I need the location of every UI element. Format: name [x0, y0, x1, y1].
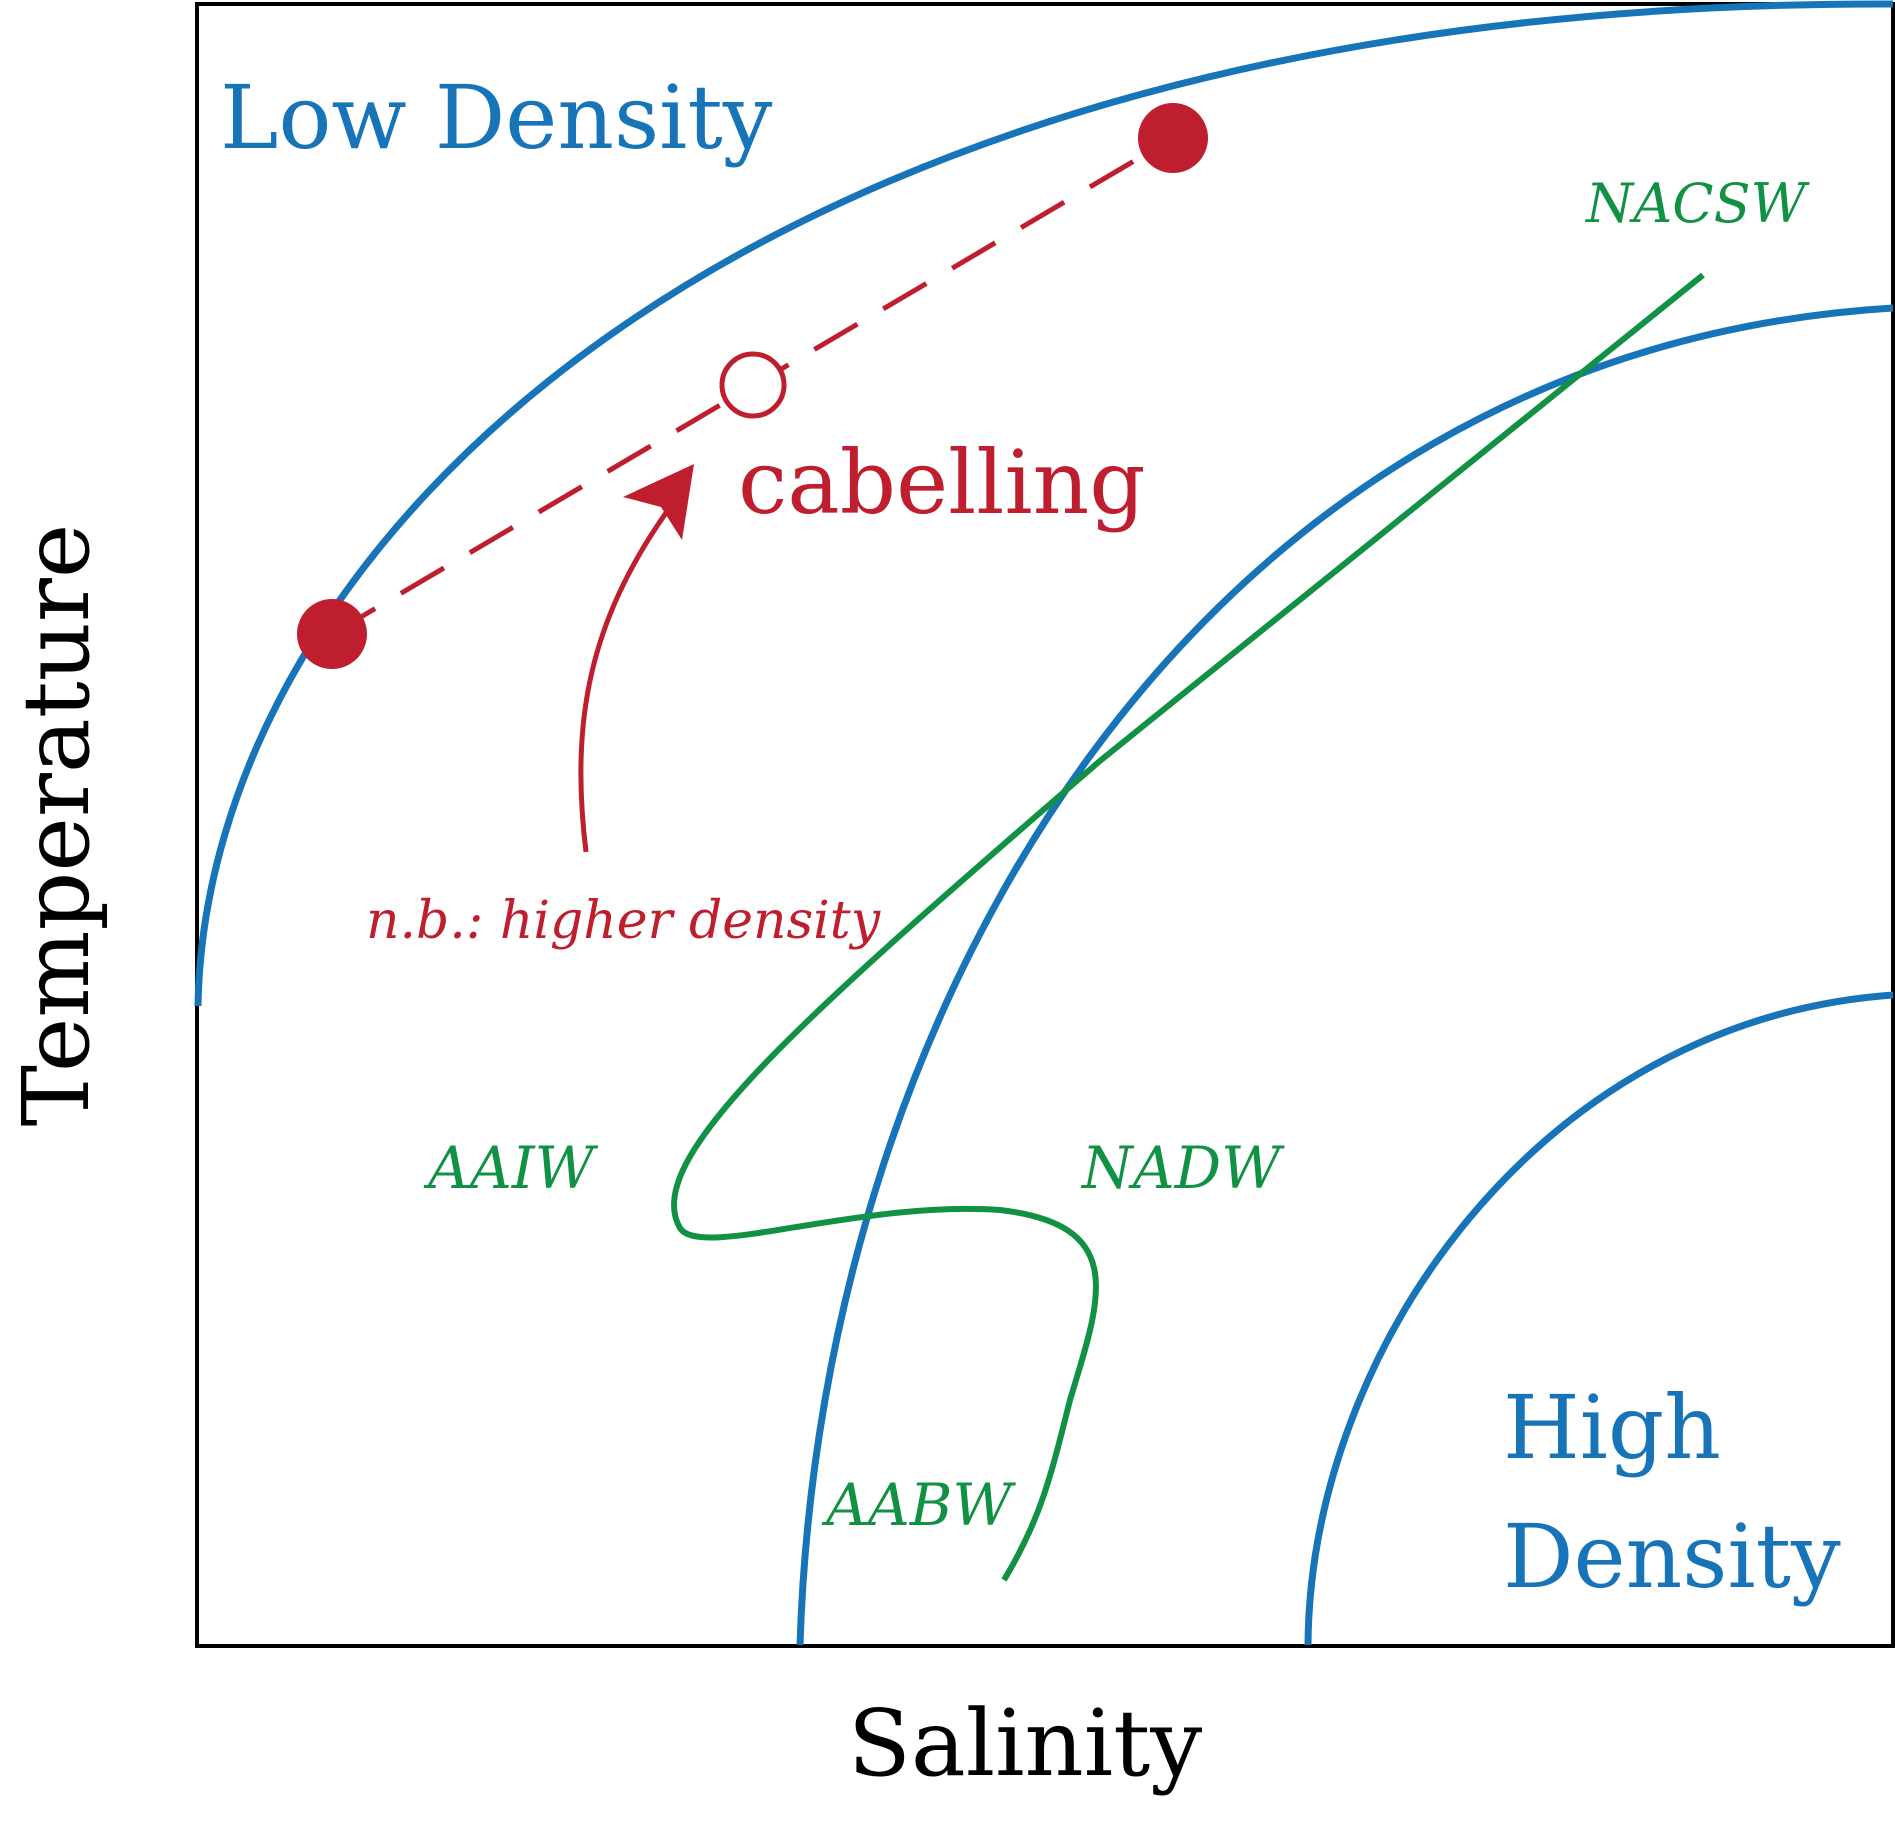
water-mass-label-nadw: NADW: [1080, 1134, 1285, 1202]
x-axis-label: Salinity: [848, 1690, 1202, 1797]
cabelling-arrow-shaft: [578, 508, 671, 853]
isopycnal-middle: [796, 304, 1894, 1646]
water-parcel-left: [297, 599, 367, 669]
high-density-label-line1: High: [1503, 1376, 1721, 1479]
water-mass-label-aabw: AABW: [821, 1471, 1016, 1539]
y-axis-label: Temperature: [3, 524, 110, 1127]
isopycnal-high-density: [1304, 991, 1894, 1646]
mixture-point: [719, 351, 787, 419]
high-density-label-line2: Density: [1503, 1505, 1841, 1608]
water-mass-label-nacsw: NACSW: [1584, 172, 1811, 235]
cabelling-arrow-head: [623, 464, 694, 540]
cabelling-note: n.b.: higher density: [366, 891, 881, 951]
isopycnal-low-density: [194, 0, 1894, 1007]
water-mass-label-aaiw: AAIW: [423, 1134, 599, 1202]
water-mass-ts-curve: [670, 272, 1705, 1582]
water-parcel-right: [1138, 103, 1208, 173]
cabelling-label: cabelling: [738, 431, 1146, 534]
plot-frame: [195, 2, 1895, 1648]
low-density-label: Low Density: [220, 66, 773, 169]
